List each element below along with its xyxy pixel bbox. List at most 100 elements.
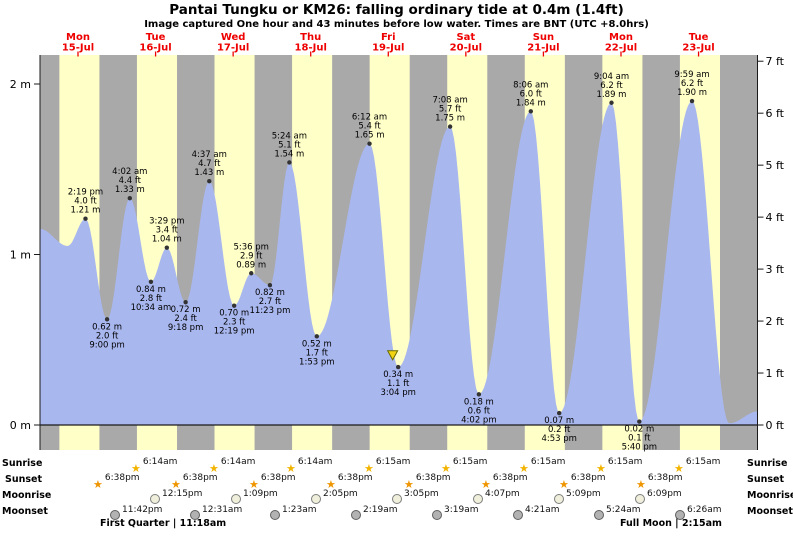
tide-point-label: 5.4 ft <box>358 122 381 132</box>
tide-point-label: 2:19 pm <box>68 188 103 198</box>
axis-right-label: 6 ft <box>766 107 785 120</box>
moon-circle-icon <box>231 494 241 504</box>
moon-circle-icon <box>270 510 280 520</box>
moonrise-event: 5:09pm <box>554 489 601 508</box>
tide-point-label: 5.7 ft <box>439 105 462 115</box>
tide-point-label: 4.7 ft <box>198 159 221 169</box>
tide-point-label: 5:36 pm <box>234 242 269 252</box>
moonset-event: 12:31am <box>190 505 242 524</box>
sunset-event: ★ 6:38pm <box>481 473 528 492</box>
tide-point-label: 1.33 m <box>115 185 145 195</box>
moon-circle-icon <box>594 510 604 520</box>
sunrise-event: ★ 6:15am <box>441 457 487 476</box>
tide-point-label: 4:37 am <box>192 150 227 160</box>
tide-point-label: 0.34 m <box>383 370 413 380</box>
sunset-time: 6:38pm <box>415 473 451 483</box>
tide-point-label: 0.6 ft <box>468 406 491 416</box>
sunset-event: ★ 6:38pm <box>559 473 606 492</box>
sunset-row: Sunset Sunset ★ 6:38pm ★ 6:38pm ★ 6:38pm ★ 6:38… <box>0 472 793 491</box>
tide-point-label: 6.2 ft <box>681 79 704 89</box>
moon-circle-icon <box>554 494 564 504</box>
tide-point-dot <box>447 124 453 129</box>
moon-circle-icon <box>351 510 361 520</box>
sunset-event: ★ 6:38pm <box>171 473 218 492</box>
tide-point-label: 4:53 pm <box>541 434 576 444</box>
moonset-row: Moonset Moonset 11:42pm 12:31am 1:23am 2:19… <box>0 504 793 520</box>
tide-point-label: 1.54 m <box>274 149 304 159</box>
moonrise-event: 6:09pm <box>635 489 682 508</box>
sunset-time: 6:38pm <box>570 473 606 483</box>
moonset-event: 1:23am <box>270 505 317 524</box>
moon-circle-icon <box>311 494 321 504</box>
sunset-event: ★ 6:38pm <box>249 473 296 492</box>
tide-point-label: 1.43 m <box>194 168 224 178</box>
tide-point-label: 2.0 ft <box>96 331 119 341</box>
chart-subtitle: Image captured One hour and 43 minutes b… <box>144 19 649 30</box>
tide-point-label: 3:04 pm <box>380 388 415 398</box>
sun-star-icon: ★ <box>674 462 684 475</box>
sunset-event: ★ 6:38pm <box>93 473 140 492</box>
sunrise-time: 6:14am <box>142 457 178 467</box>
sun-star-icon: ★ <box>404 478 414 491</box>
moon-circle-icon <box>675 510 685 520</box>
sun-star-icon: ★ <box>596 462 606 475</box>
axis-right-label: 5 ft <box>766 159 785 172</box>
moonrise-time: 2:05pm <box>323 489 358 499</box>
sunset-label-left: Sunset <box>4 474 42 485</box>
moonset-time: 1:23am <box>282 505 317 515</box>
sunrise-event: ★ 6:14am <box>286 457 332 476</box>
tide-point-dot <box>83 216 88 221</box>
tide-point-label: 4.0 ft <box>74 197 97 207</box>
sunrise-row: Sunrise Sunrise ★ 6:14am ★ 6:14am ★ 6:14am ★ 6:… <box>0 456 793 475</box>
sunrise-time: 6:15am <box>530 457 566 467</box>
tide-point-label: 1:53 pm <box>299 357 334 367</box>
night-band <box>719 55 758 450</box>
sunrise-time: 6:14am <box>297 457 333 467</box>
tide-point-label: 1.7 ft <box>306 348 329 358</box>
tide-point-label: 4.4 ft <box>119 176 142 186</box>
tide-point-label: 0.2 ft <box>548 425 571 435</box>
tide-point-label: 5:40 pm <box>622 443 657 453</box>
moonset-label-right: Moonset <box>747 506 793 517</box>
moon-circle-icon <box>513 510 523 520</box>
day-date-label: 23-Jul <box>682 43 714 54</box>
sun-star-icon: ★ <box>209 462 219 475</box>
tide-point-label: 1.75 m <box>435 114 465 124</box>
moonrise-label-left: Moonrise <box>2 490 52 501</box>
tide-point-label: 6.0 ft <box>520 89 543 99</box>
day-name-label: Sun <box>533 32 554 43</box>
tide-point-label: 1.21 m <box>71 206 101 216</box>
day-date-label: 19-Jul <box>372 43 404 54</box>
moonset-time: 2:19am <box>363 505 398 515</box>
sunrise-event: ★ 6:15am <box>674 457 720 476</box>
axis-right-label: 4 ft <box>766 211 785 224</box>
tide-point-label: 6.2 ft <box>600 81 623 91</box>
tide-point-label: 2.9 ft <box>240 251 263 261</box>
moonrise-event: 1:09pm <box>231 489 278 508</box>
day-date-label: 16-Jul <box>139 43 171 54</box>
moonrise-time: 6:09pm <box>647 489 682 499</box>
day-name-label: Thu <box>300 32 321 43</box>
tide-point-dot <box>557 410 562 416</box>
sunrise-time: 6:15am <box>375 457 411 467</box>
tide-point-label: 0.52 m <box>302 339 332 349</box>
moon-circle-icon <box>473 494 483 504</box>
sunrise-time: 6:15am <box>607 457 643 467</box>
tide-point-dot <box>476 392 482 397</box>
tide-point-dot <box>148 279 154 284</box>
tide-point-label: 4:02 am <box>112 167 147 177</box>
tide-point-dot <box>367 141 372 146</box>
day-name-label: Tue <box>146 32 166 43</box>
tide-point-dot <box>395 364 401 370</box>
tide-point-label: 12:19 pm <box>214 327 255 337</box>
moonset-event: 11:42pm <box>110 505 162 524</box>
moon-circle-icon <box>110 510 120 520</box>
sunrise-event: ★ 6:15am <box>596 457 642 476</box>
moon-circle-icon <box>190 510 200 520</box>
tide-point-label: 0.84 m <box>136 285 166 295</box>
day-name-label: Mon <box>66 32 90 43</box>
tide-point-label: 1.1 ft <box>387 379 410 389</box>
day-name-label: Fri <box>381 32 396 43</box>
moonset-label-left: Moonset <box>2 506 48 517</box>
